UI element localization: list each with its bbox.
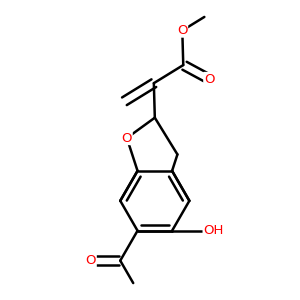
Text: O: O bbox=[204, 73, 214, 85]
Text: O: O bbox=[86, 254, 96, 267]
Text: OH: OH bbox=[203, 224, 224, 237]
Text: O: O bbox=[122, 131, 132, 145]
Text: O: O bbox=[177, 24, 188, 37]
